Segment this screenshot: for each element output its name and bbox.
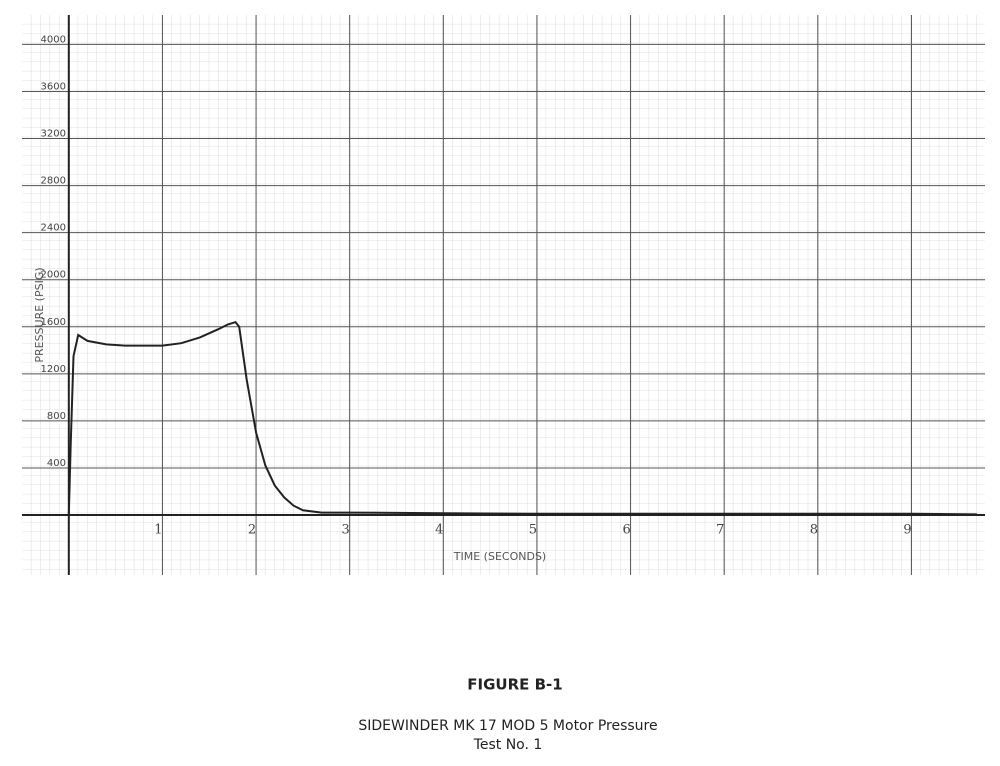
x-axis-label: TIME (SECONDS) [453, 550, 546, 563]
y-tick-label: 3600 [41, 81, 66, 92]
y-tick-label: 800 [47, 411, 66, 422]
y-tick-label: 2800 [41, 176, 66, 187]
y-tick-label: 2400 [41, 223, 66, 234]
x-tick-label: 2 [248, 523, 256, 538]
y-tick-label: 2000 [41, 270, 66, 281]
caption-title: SIDEWINDER MK 17 MOD 5 Motor Pressure [358, 718, 657, 734]
x-tick-label: 7 [716, 523, 724, 538]
x-tick-label: 8 [810, 523, 818, 538]
y-tick-label: 3200 [41, 129, 66, 140]
x-tick-label: 3 [342, 523, 350, 538]
caption-subtitle: Test No. 1 [473, 737, 543, 753]
y-tick-label: 1600 [41, 317, 66, 328]
y-tick-label: 4000 [41, 34, 66, 45]
figure-label: FIGURE B-1 [467, 676, 562, 694]
x-tick-label: 6 [622, 523, 630, 538]
pressure-line [67, 320, 978, 516]
y-axis-label: PRESSURE (PSIG) [33, 267, 46, 362]
x-tick-label: 1 [154, 523, 162, 538]
graph-paper [22, 15, 985, 575]
x-tick-label: 4 [435, 523, 443, 538]
x-tick-label: 9 [903, 523, 911, 538]
x-tick-label: 5 [529, 523, 537, 538]
y-tick-label: 1200 [41, 364, 66, 375]
y-tick-label: 400 [47, 458, 66, 469]
